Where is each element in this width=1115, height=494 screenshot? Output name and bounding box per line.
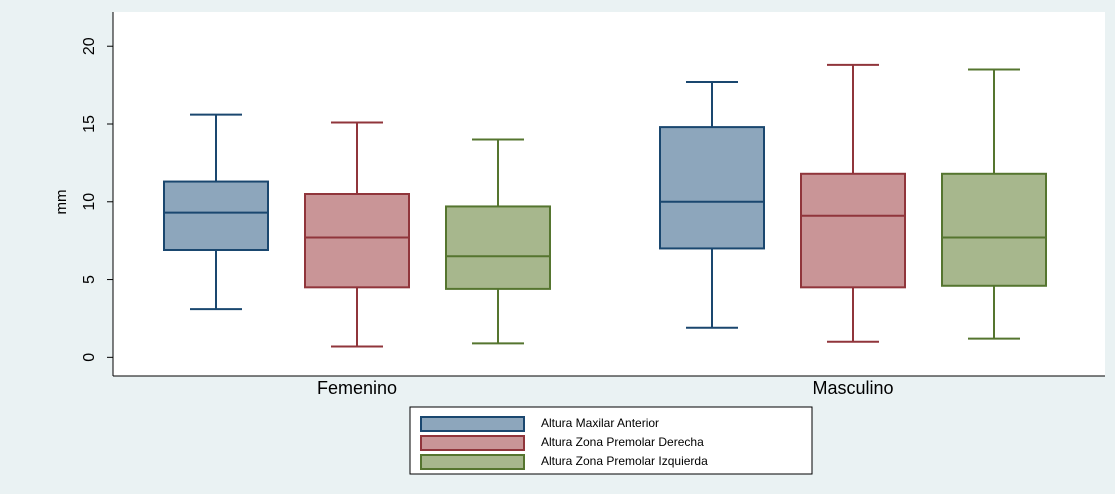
legend-swatch [420,454,525,470]
box [304,193,410,289]
legend-label: Altura Maxilar Anterior [541,416,659,430]
box [163,180,269,251]
legend-swatch [420,416,525,432]
legend-label: Altura Zona Premolar Derecha [541,435,704,449]
box [659,126,765,250]
y-axis-label: mm [53,190,70,215]
x-tick-label: Femenino [317,378,397,398]
legend-label: Altura Zona Premolar Izquierda [541,454,708,468]
y-tick-label: 5 [81,275,98,284]
legend-swatch [420,435,525,451]
box [941,172,1047,287]
x-tick-label: Masculino [812,378,893,398]
y-tick-label: 20 [81,37,98,55]
y-tick-label: 0 [81,353,98,362]
y-tick-label: 15 [81,115,98,133]
box [445,205,551,290]
y-tick-label: 10 [81,193,98,211]
plot-area [113,12,1105,376]
box [800,172,906,289]
